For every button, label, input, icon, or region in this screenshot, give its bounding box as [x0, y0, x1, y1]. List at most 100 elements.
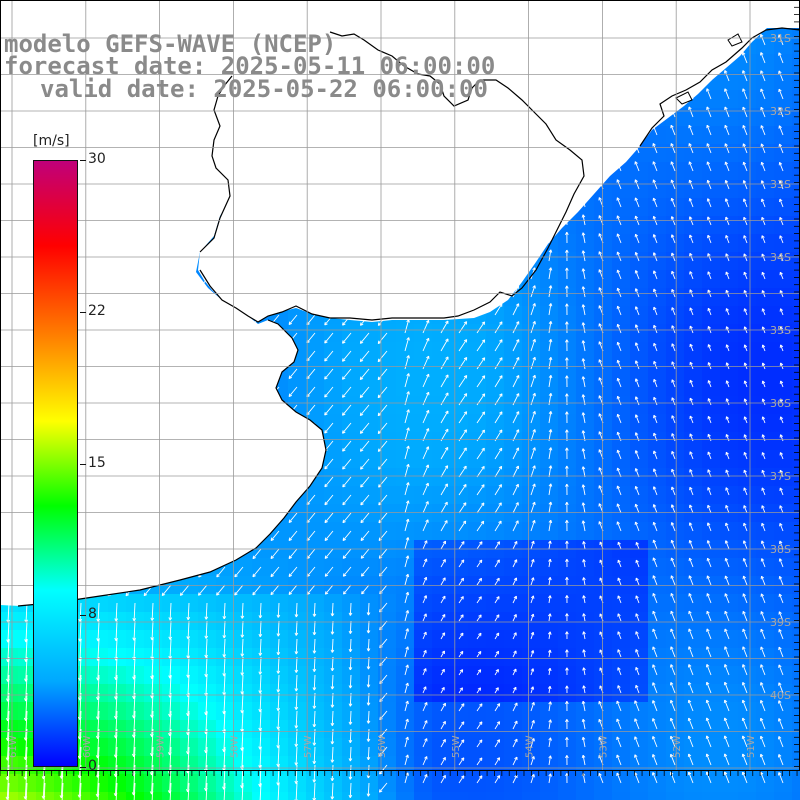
wind-cell	[792, 234, 800, 252]
wind-arrow	[759, 33, 766, 46]
wind-cell	[540, 792, 558, 800]
latitude-label: 33S	[770, 178, 791, 191]
wind-cell	[162, 792, 180, 800]
wind-cell	[792, 504, 800, 522]
wind-arrow	[760, 161, 766, 172]
wind-arrow	[778, 125, 784, 136]
wind-arrow	[742, 70, 748, 82]
wind-cell	[792, 72, 800, 90]
latitude-label: 35S	[770, 324, 791, 337]
wind-cell	[504, 792, 522, 800]
wind-cell	[792, 684, 800, 702]
wind-arrow	[724, 106, 730, 118]
colorbar-tick	[80, 615, 86, 617]
longitude-label: 58W	[229, 735, 240, 758]
wind-cell	[648, 792, 666, 800]
wind-arrow	[724, 88, 730, 100]
wind-cell	[468, 792, 486, 800]
wind-cell	[792, 324, 800, 342]
wind-arrow	[778, 52, 784, 64]
wind-cell	[486, 792, 504, 800]
wind-arrow	[670, 161, 676, 172]
wind-cell	[792, 576, 800, 594]
latitude-label: 38S	[770, 543, 791, 556]
wind-arrow	[778, 161, 784, 172]
wind-cell	[792, 432, 800, 450]
colorbar-tick-label: 30	[88, 151, 106, 167]
wind-cell	[0, 792, 18, 800]
wind-arrow	[688, 124, 694, 136]
latitude-label: 32S	[770, 105, 791, 118]
colorbar-tick-label: 22	[88, 302, 106, 319]
longitude-label: 51W	[746, 735, 757, 758]
wind-cell	[414, 792, 432, 800]
wind-arrow	[724, 124, 730, 136]
wind-cell	[558, 792, 576, 800]
wind-cell	[378, 792, 396, 800]
wind-cell	[108, 792, 126, 800]
wind-cell	[792, 252, 800, 270]
wind-arrow	[688, 106, 694, 118]
wind-cell	[270, 792, 288, 800]
wind-cell	[594, 792, 612, 800]
wind-cell	[792, 162, 800, 180]
wind-arrow	[724, 143, 730, 154]
wind-arrow	[706, 106, 712, 118]
wind-arrow	[760, 106, 766, 118]
wind-arrow	[634, 161, 640, 172]
wind-cell	[792, 450, 800, 468]
wind-cell	[792, 396, 800, 414]
wind-cell	[792, 756, 800, 774]
wind-cell	[792, 288, 800, 306]
wind-arrow	[706, 143, 712, 154]
colorbar-tick-label: 0	[88, 758, 97, 774]
longitude-label: 59W	[156, 735, 167, 758]
wind-cell	[180, 792, 198, 800]
wind-cell	[792, 270, 800, 288]
wind-cell	[198, 792, 216, 800]
wind-cell	[792, 486, 800, 504]
wind-cell	[72, 792, 90, 800]
wind-arrow	[670, 143, 676, 154]
wind-arrow	[742, 106, 748, 118]
wind-cell	[576, 792, 594, 800]
longitude-label: 55W	[451, 735, 462, 758]
colorbar-tick-label: 15	[88, 454, 106, 471]
wind-arrow	[778, 70, 784, 82]
wind-arrow	[778, 88, 784, 100]
wind-cell	[792, 36, 800, 54]
wind-cell	[792, 666, 800, 684]
wind-cell	[792, 774, 800, 792]
wind-arrow	[723, 70, 730, 82]
wind-cell	[792, 180, 800, 198]
wind-cell	[288, 792, 306, 800]
wind-cell	[792, 54, 800, 72]
wind-arrow	[688, 179, 694, 190]
wind-cell	[792, 360, 800, 378]
colorbar	[33, 160, 78, 767]
wind-arrow	[670, 124, 676, 136]
wind-cell	[18, 792, 36, 800]
wind-arrow	[742, 88, 748, 100]
wind-arrow	[778, 180, 784, 190]
wind-arrow	[742, 161, 748, 172]
latitude-label: 34S	[770, 251, 791, 264]
wind-arrow	[706, 124, 712, 136]
wind-cell	[126, 792, 144, 800]
wind-cell	[630, 792, 648, 800]
wind-cell	[36, 792, 54, 800]
wind-arrow	[760, 88, 766, 100]
wind-cell	[792, 702, 800, 720]
wind-cell	[792, 612, 800, 630]
wind-arrow	[706, 88, 712, 100]
wind-arrow	[652, 143, 658, 154]
wind-cell	[792, 792, 800, 800]
wind-arrow	[760, 125, 766, 136]
latitude-label: 31S	[770, 32, 791, 45]
colorbar-unit: [m/s]	[33, 133, 70, 149]
wind-cell	[792, 306, 800, 324]
wind-arrow	[742, 125, 748, 136]
wind-arrow	[778, 34, 784, 46]
wind-cell	[522, 792, 540, 800]
